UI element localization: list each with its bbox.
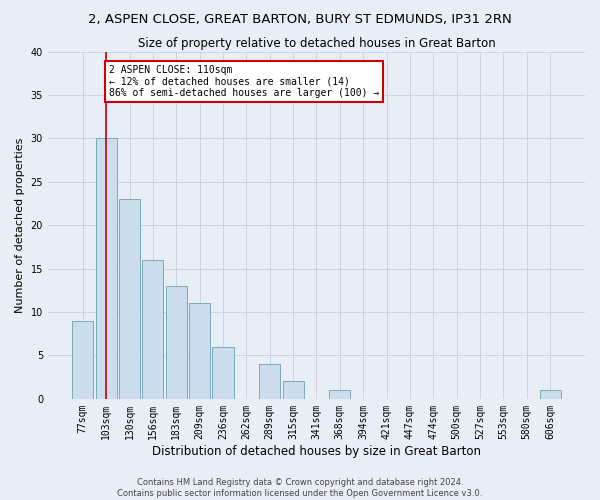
X-axis label: Distribution of detached houses by size in Great Barton: Distribution of detached houses by size … xyxy=(152,444,481,458)
Title: Size of property relative to detached houses in Great Barton: Size of property relative to detached ho… xyxy=(137,38,496,51)
Bar xyxy=(212,347,233,399)
Bar xyxy=(283,382,304,399)
Bar xyxy=(119,199,140,399)
Y-axis label: Number of detached properties: Number of detached properties xyxy=(15,138,25,313)
Text: 2, ASPEN CLOSE, GREAT BARTON, BURY ST EDMUNDS, IP31 2RN: 2, ASPEN CLOSE, GREAT BARTON, BURY ST ED… xyxy=(88,12,512,26)
Text: 2 ASPEN CLOSE: 110sqm
← 12% of detached houses are smaller (14)
86% of semi-deta: 2 ASPEN CLOSE: 110sqm ← 12% of detached … xyxy=(109,64,379,98)
Bar xyxy=(142,260,163,399)
Bar xyxy=(539,390,560,399)
Bar xyxy=(189,304,210,399)
Bar xyxy=(73,320,94,399)
Bar xyxy=(166,286,187,399)
Bar xyxy=(95,138,117,399)
Bar xyxy=(259,364,280,399)
Text: Contains HM Land Registry data © Crown copyright and database right 2024.
Contai: Contains HM Land Registry data © Crown c… xyxy=(118,478,482,498)
Bar xyxy=(329,390,350,399)
